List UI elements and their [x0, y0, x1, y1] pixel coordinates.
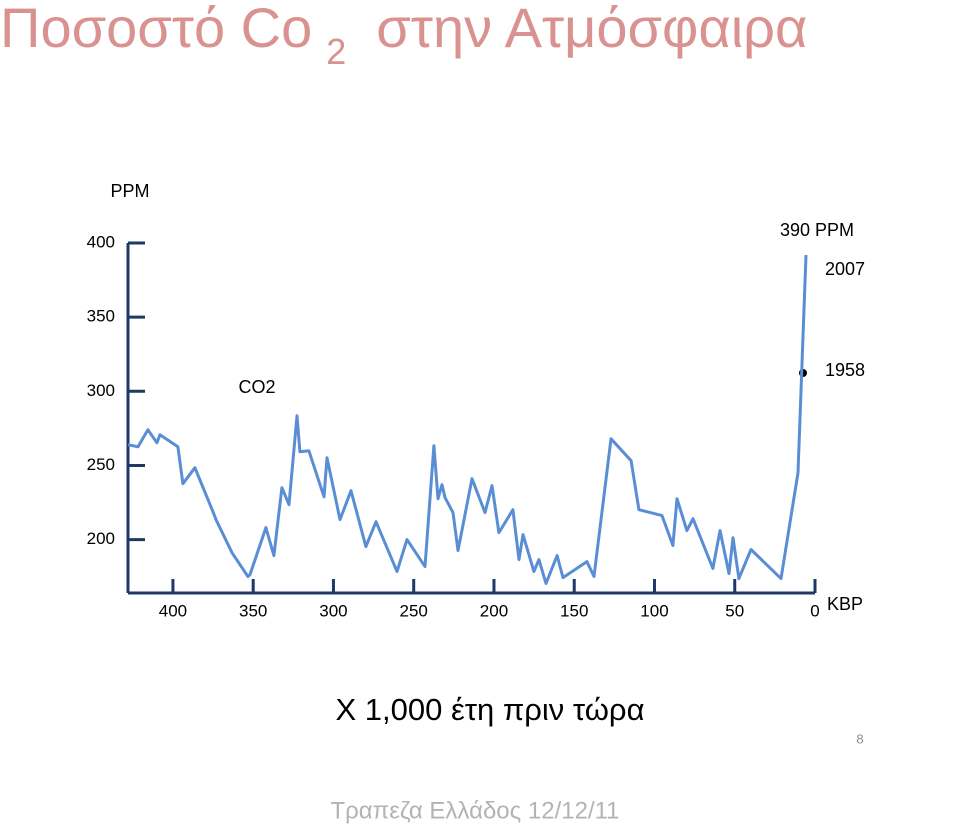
annotation: 1958 — [825, 360, 865, 380]
page-number: 8 — [856, 731, 863, 746]
title-subscript: 2 — [326, 31, 346, 72]
data-line — [127, 254, 808, 585]
annotation: 2007 — [825, 259, 865, 279]
annotation: CO2 — [238, 377, 275, 397]
x-tick-label: 150 — [560, 601, 588, 620]
title-rest: στην Ατμόσφαιρα — [376, 0, 807, 59]
x-tick-label: 0 — [810, 601, 819, 620]
x-tick-label: 100 — [640, 601, 668, 620]
title: Ποσοστό Co 2 στην Ατμόσφαιρα — [0, 0, 807, 72]
y-tick-label: 250 — [87, 455, 115, 474]
x-tick-label: 50 — [725, 601, 744, 620]
x-tick-label: 250 — [400, 601, 428, 620]
y-tick-label: 400 — [87, 232, 115, 251]
y-label: PPM — [110, 181, 149, 201]
y-tick-label: 300 — [87, 381, 115, 400]
x-label: X 1,000 έτη πριν τώρα — [336, 692, 645, 727]
title-main: Ποσοστό Co — [0, 0, 312, 59]
x-unit: KBP — [827, 594, 863, 614]
y-tick-label: 200 — [87, 529, 115, 548]
x-tick-label: 350 — [239, 601, 267, 620]
x-tick-label: 200 — [480, 601, 508, 620]
x-tick-label: 400 — [159, 601, 187, 620]
x-tick-label: 300 — [319, 601, 347, 620]
footer: Τραπεζα Ελλάδος 12/12/11 — [330, 797, 619, 824]
annotation: 390 PPM — [780, 220, 854, 240]
y-tick-label: 350 — [87, 307, 115, 326]
